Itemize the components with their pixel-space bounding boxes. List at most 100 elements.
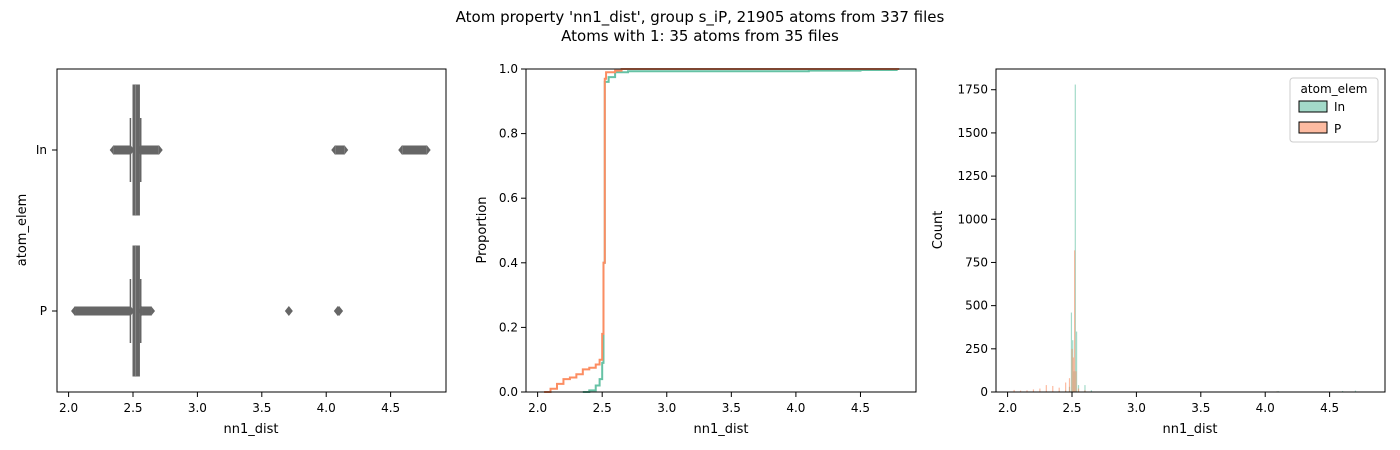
- hist-bar-p: [1032, 389, 1035, 392]
- outlier-band-in: [140, 145, 159, 155]
- ecdf-x-tick-label: 2.5: [593, 401, 612, 415]
- ecdf-y-tick-label: 0.4: [499, 256, 518, 270]
- hist-bar-p: [1071, 348, 1073, 392]
- ecdf-y-ticks: 0.0 0.2 0.4 0.6 0.8 1.0: [499, 62, 526, 399]
- boxplot-y-ticks: In P: [36, 143, 57, 318]
- boxplot-panel: 2.0 2.5 3.0 3.5 4.0 4.5 In P nn1_dist atom_ele…: [15, 68, 447, 437]
- hist-bar-p: [1039, 388, 1041, 392]
- legend-title: atom_elem: [1301, 82, 1368, 96]
- ecdf-frame: [525, 68, 917, 393]
- hist-bar-in: [1074, 84, 1076, 392]
- histogram-x-tick-label: 4.0: [1256, 401, 1275, 415]
- legend-label-p: P: [1334, 122, 1341, 136]
- hist-bar-in: [1070, 312, 1073, 392]
- histogram-x-tick-label: 2.0: [998, 401, 1017, 415]
- boxplot-y-tick-label: P: [40, 304, 47, 318]
- outlier-marker-p: [71, 306, 76, 316]
- hist-bar-p: [1013, 389, 1015, 392]
- ecdf-x-axis-label: nn1_dist: [694, 422, 749, 437]
- outlier-band-in: [113, 145, 131, 155]
- ecdf-panel: 2.0 2.5 3.0 3.5 4.0 4.5 0.0 0.2 0.4 0.6 0.8 1.0 nn…: [475, 62, 917, 437]
- histogram-frame: [995, 68, 1386, 393]
- boxplot-y-axis-label: atom_elem: [15, 194, 30, 266]
- hist-bar-in: [1090, 390, 1093, 392]
- boxplot-x-ticks: 2.0 2.5 3.0 3.5 4.0 4.5: [59, 392, 400, 415]
- histogram-y-tick-label: 0: [980, 385, 988, 399]
- boxplot-x-tick-label: 4.5: [381, 401, 400, 415]
- histogram-y-tick-label: 750: [965, 255, 988, 269]
- histogram-y-tick-label: 1750: [957, 83, 988, 97]
- boxplot-x-tick-label: 3.5: [252, 401, 271, 415]
- ecdf-y-tick-label: 0.8: [499, 127, 518, 141]
- histogram-y-tick-label: 1500: [957, 126, 988, 140]
- ecdf-x-ticks: 2.0 2.5 3.0 3.5 4.0 4.5: [528, 392, 870, 415]
- legend-swatch-in: [1298, 100, 1328, 113]
- ecdf-y-axis-label: Proportion: [475, 196, 490, 263]
- histogram-x-axis-label: nn1_dist: [1163, 422, 1218, 437]
- histogram-y-tick-label: 250: [965, 342, 988, 356]
- hist-bar-in: [1354, 390, 1357, 392]
- hist-bar-p: [1068, 378, 1071, 392]
- hist-bar-p: [1084, 390, 1086, 392]
- hist-bar-p: [1065, 382, 1067, 392]
- legend: atom_elem In P: [1289, 77, 1379, 143]
- ecdf-x-tick-label: 3.0: [657, 401, 676, 415]
- ecdf-x-tick-label: 4.0: [786, 401, 805, 415]
- outlier-band-in: [335, 145, 345, 155]
- ecdf-y-tick-label: 1.0: [499, 62, 518, 76]
- outlier-point-p: [335, 306, 344, 316]
- outlier-marker-in: [426, 145, 431, 155]
- box-p: [132, 245, 140, 377]
- ecdf-line-p: [544, 68, 900, 393]
- histogram-x-tick-label: 4.5: [1320, 401, 1339, 415]
- boxplot-y-tick-label: In: [36, 143, 47, 157]
- histogram-plot-area: [1013, 84, 1357, 392]
- outlier-marker-in: [331, 145, 336, 155]
- hist-bar-in: [1072, 340, 1074, 392]
- legend-label-in: In: [1334, 100, 1345, 114]
- figure-title-line2: Atoms with 1: 35 atoms from 35 files: [561, 27, 839, 45]
- outlier-band-in: [402, 145, 427, 155]
- ecdf-x-tick-label: 2.0: [528, 401, 547, 415]
- hist-bar-p: [1019, 390, 1022, 392]
- histogram-y-tick-label: 500: [965, 299, 988, 313]
- boxplot-x-tick-label: 4.0: [317, 401, 336, 415]
- boxplot-x-axis-label: nn1_dist: [224, 422, 279, 437]
- ecdf-x-tick-label: 4.5: [851, 401, 870, 415]
- outlier-band-p: [75, 306, 131, 316]
- figure-title-line1: Atom property 'nn1_dist', group s_iP, 21…: [456, 8, 945, 27]
- outlier-marker-in: [398, 145, 403, 155]
- boxplot-frame: [56, 68, 447, 393]
- ecdf-plot-area: [544, 68, 900, 393]
- hist-bar-p: [1058, 387, 1060, 392]
- boxplot-plot-area: [71, 84, 431, 377]
- hist-bar-in: [1073, 371, 1075, 392]
- box-in: [132, 84, 140, 216]
- histogram-x-tick-label: 3.0: [1127, 401, 1146, 415]
- hist-bar-p: [1072, 357, 1074, 392]
- outlier-band-p: [142, 306, 152, 316]
- ecdf-y-tick-label: 0.2: [499, 320, 518, 334]
- outlier-marker-in: [158, 145, 163, 155]
- outlier-marker-in: [109, 145, 114, 155]
- hist-bar-p: [1075, 371, 1077, 392]
- histogram-x-tick-label: 2.5: [1062, 401, 1081, 415]
- histogram-y-tick-label: 1250: [957, 169, 988, 183]
- ecdf-line-in: [582, 68, 898, 393]
- hist-bar-p: [1026, 390, 1028, 392]
- hist-bar-p: [1074, 250, 1076, 392]
- ecdf-y-tick-label: 0.0: [499, 385, 518, 399]
- outlier-marker-in: [344, 145, 349, 155]
- legend-swatch-p: [1298, 121, 1328, 134]
- ecdf-x-tick-label: 3.5: [722, 401, 741, 415]
- histogram-panel: 2.0 2.5 3.0 3.5 4.0 4.5 0 250 500 750 1000 1250 150…: [931, 68, 1386, 437]
- boxplot-x-tick-label: 3.0: [188, 401, 207, 415]
- ecdf-y-tick-label: 0.6: [499, 191, 518, 205]
- histogram-x-ticks: 2.0 2.5 3.0 3.5 4.0 4.5: [998, 392, 1339, 415]
- boxplot-x-tick-label: 2.0: [59, 401, 78, 415]
- histogram-y-axis-label: Count: [931, 211, 946, 250]
- hist-bar-p: [1045, 385, 1047, 392]
- hist-bar-p: [1052, 385, 1054, 392]
- hist-bar-in: [1084, 385, 1086, 392]
